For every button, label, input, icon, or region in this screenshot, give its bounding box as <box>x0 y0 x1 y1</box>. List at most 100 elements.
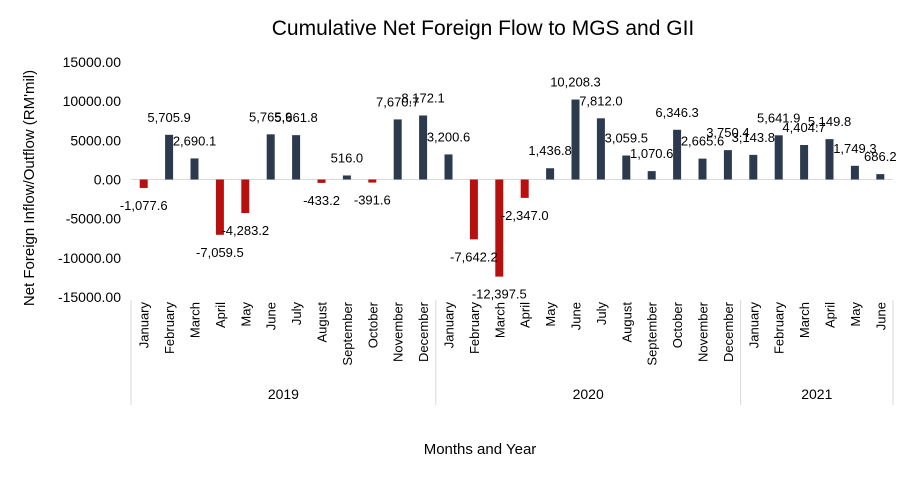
data-label-17: 10,208.3 <box>550 75 601 90</box>
y-tick-label: -15000.00 <box>58 289 121 305</box>
x-tick-label: May <box>238 302 253 327</box>
bar-8 <box>342 175 351 180</box>
data-label-6: 5,661.8 <box>274 110 317 125</box>
data-label-16: 1,436.8 <box>528 143 571 158</box>
data-label-29: 686.2 <box>864 149 897 164</box>
x-tick-label: April <box>213 302 228 328</box>
bar-24 <box>749 154 758 180</box>
bar-18 <box>596 118 605 180</box>
bars-layer <box>139 99 885 277</box>
x-tick-label: March <box>188 302 203 338</box>
data-label-12: 3,200.6 <box>427 129 470 144</box>
bar-16 <box>546 168 555 180</box>
x-tick-label: March <box>492 302 507 338</box>
year-group-label: 2019 <box>268 386 299 402</box>
bar-27 <box>825 139 834 180</box>
x-tick-label: October <box>365 301 380 348</box>
year-group-label: 2021 <box>801 386 832 402</box>
x-tick-label: November <box>391 301 406 362</box>
y-axis-title: Net Foreign Inflow/Outflow (RM'mil) <box>21 70 38 306</box>
bar-2 <box>190 158 199 180</box>
x-tick-label: June <box>873 302 888 330</box>
bar-23 <box>723 150 732 180</box>
y-tick-label: -5000.00 <box>66 211 121 227</box>
data-label-5: 5,765.9 <box>249 109 292 124</box>
bar-20 <box>647 171 656 180</box>
bar-29 <box>876 174 885 180</box>
data-label-27: 5,149.8 <box>808 114 851 129</box>
data-label-15: -2,347.0 <box>501 208 549 223</box>
x-axis-title: Months and Year <box>424 441 537 458</box>
bar-26 <box>800 144 809 180</box>
bar-22 <box>698 158 707 180</box>
x-tick-label: July <box>594 302 609 326</box>
data-label-3: -7,059.5 <box>196 245 244 260</box>
data-label-28: 1,749.3 <box>833 141 876 156</box>
bar-10 <box>393 119 402 180</box>
bar-21 <box>673 129 682 180</box>
data-label-25: 5,641.9 <box>757 110 800 125</box>
data-label-9: -391.6 <box>354 193 391 208</box>
data-labels-layer: -1,077.6 5,705.9 2,690.1 -7,059.5 -4,283.2 5,… <box>120 75 897 302</box>
x-tick-label: January <box>137 302 152 349</box>
y-tick-label: 15000.00 <box>63 54 122 70</box>
bar-9 <box>368 179 377 183</box>
chart-title: Cumulative Net Foreign Flow to MGS and G… <box>272 17 695 40</box>
bar-11 <box>419 115 428 180</box>
bar-28 <box>850 165 859 180</box>
bar-17 <box>571 99 580 180</box>
y-tick-label: -10000.00 <box>58 250 121 266</box>
x-tick-label: August <box>619 302 634 343</box>
y-tick-label: 5000.00 <box>70 132 121 148</box>
x-tick-label: June <box>264 302 279 330</box>
data-label-13: -7,642.2 <box>450 249 498 264</box>
data-label-22: 2,665.6 <box>681 134 724 149</box>
x-tick-label: September <box>645 301 660 365</box>
bar-7 <box>317 179 326 183</box>
x-tick-label: February <box>467 302 482 355</box>
x-tick-label: December <box>721 301 736 362</box>
data-label-14: -12,397.5 <box>472 287 527 302</box>
data-label-0: -1,077.6 <box>120 198 168 213</box>
x-tick-label: February <box>162 302 177 355</box>
data-label-8: 516.0 <box>331 150 364 165</box>
year-group-label: 2020 <box>573 386 604 402</box>
x-tick-labels-layer: January February March April May June July Augu… <box>137 301 889 402</box>
x-tick-label: December <box>416 301 431 362</box>
bar-25 <box>774 135 783 180</box>
y-tick-label: 0.00 <box>94 172 121 188</box>
data-label-23: 3,750.4 <box>706 125 749 140</box>
data-label-1: 5,705.9 <box>147 110 190 125</box>
data-label-18: 7,812.0 <box>579 93 622 108</box>
data-label-21: 6,346.3 <box>655 105 698 120</box>
axes-layer: -15000.00 -10000.00 -5000.00 0.00 5000.00 100… <box>58 54 894 405</box>
x-tick-label: March <box>797 302 812 338</box>
bar-4 <box>241 179 250 214</box>
data-label-7: -433.2 <box>303 193 340 208</box>
bar-13 <box>469 179 478 240</box>
data-label-20: 1,070.6 <box>630 146 673 161</box>
bar-6 <box>292 135 301 180</box>
y-tick-label: 10000.00 <box>63 93 122 109</box>
bar-15 <box>520 179 529 198</box>
data-label-26: 4,404.7 <box>782 120 825 135</box>
bar-5 <box>266 134 275 180</box>
data-label-11: 8,172.1 <box>401 90 444 105</box>
data-label-10: 7,670.7 <box>376 94 419 109</box>
x-tick-label: September <box>340 301 355 365</box>
data-label-2: 2,690.1 <box>173 133 216 148</box>
x-tick-label: February <box>772 302 787 355</box>
x-tick-label: January <box>442 302 457 349</box>
bar-19 <box>622 155 631 180</box>
bar-1 <box>165 134 174 180</box>
x-tick-label: April <box>518 302 533 328</box>
x-tick-label: November <box>696 301 711 362</box>
x-tick-label: October <box>670 301 685 348</box>
x-tick-label: May <box>543 302 558 327</box>
bar-0 <box>139 179 148 188</box>
bar-14 <box>495 179 504 277</box>
x-tick-label: April <box>823 302 838 328</box>
x-tick-label: January <box>746 302 761 349</box>
